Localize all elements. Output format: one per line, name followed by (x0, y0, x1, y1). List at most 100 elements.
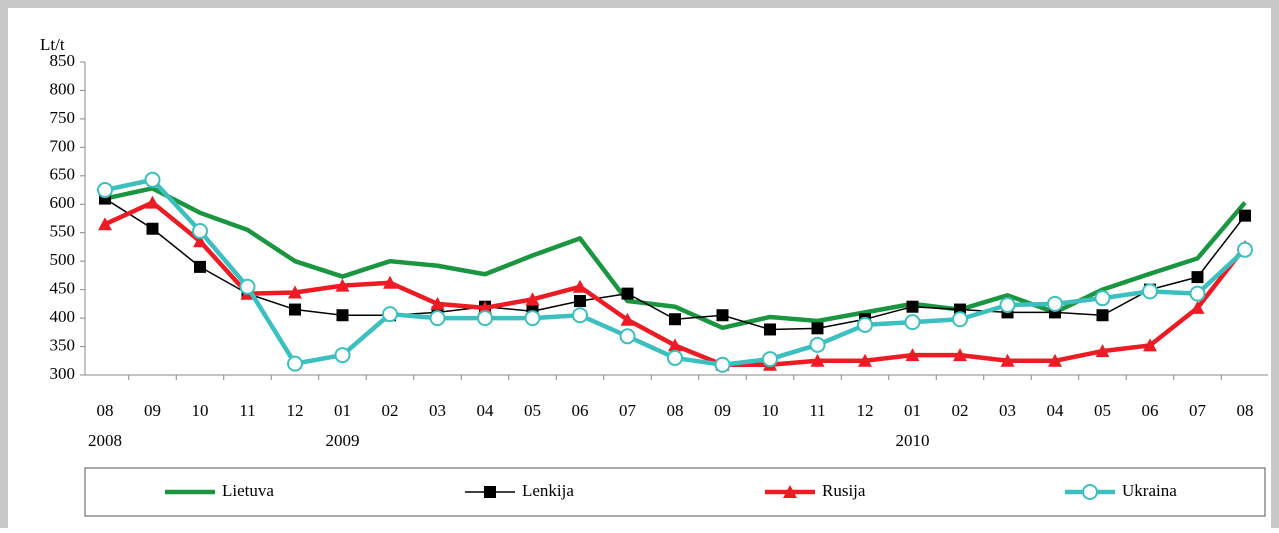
data-point (574, 295, 586, 308)
legend-marker (783, 485, 797, 498)
data-point (620, 312, 635, 326)
data-point (572, 307, 588, 324)
data-point (430, 296, 445, 310)
chart-area (8, 8, 1271, 528)
data-point (335, 278, 350, 292)
x-tick-label: 11 (809, 401, 825, 420)
data-point (1239, 209, 1251, 222)
x-tick-label: 12 (287, 401, 304, 420)
x-tick-label: 01 (334, 401, 351, 420)
data-point (1048, 353, 1062, 367)
data-point (239, 278, 256, 295)
y-tick-label: 850 (50, 51, 76, 70)
data-point (764, 323, 776, 336)
x-tick-label: 10 (762, 401, 779, 420)
x-tick-label: 06 (1142, 401, 1159, 420)
year-label: 2009 (326, 431, 360, 450)
data-point (953, 348, 967, 362)
x-tick-label: 07 (619, 401, 637, 420)
data-point (811, 322, 824, 335)
data-point (669, 313, 681, 326)
data-point (383, 275, 397, 289)
y-tick-label: 400 (50, 307, 76, 326)
data-point (904, 314, 921, 331)
data-point (146, 222, 159, 235)
data-point (668, 338, 682, 352)
data-point (999, 297, 1016, 314)
data-point (1000, 353, 1015, 367)
data-point (525, 292, 540, 306)
data-point (619, 328, 636, 345)
legend-label: Lenkija (522, 481, 574, 500)
year-label: 2010 (896, 431, 930, 450)
y-tick-label: 600 (50, 193, 76, 212)
x-tick-label: 05 (1094, 401, 1111, 420)
data-point (1190, 300, 1205, 314)
data-point (1143, 338, 1157, 352)
x-tick-label: 08 (97, 401, 114, 420)
y-tick-label: 750 (50, 108, 76, 127)
y-tick-label: 500 (50, 250, 76, 269)
x-tick-label: 04 (1047, 401, 1065, 420)
y-tick-label: 350 (50, 335, 76, 354)
data-point (382, 306, 398, 323)
data-point (858, 353, 872, 367)
x-tick-label: 11 (239, 401, 255, 420)
data-point (1142, 283, 1158, 300)
x-tick-label: 02 (952, 401, 969, 420)
y-tick-label: 650 (50, 165, 76, 184)
data-point (1096, 309, 1109, 322)
data-point (334, 347, 351, 364)
data-point (809, 336, 826, 353)
data-point (429, 310, 446, 327)
legend-label: Lietuva (222, 481, 274, 500)
legend-marker (484, 486, 496, 498)
x-tick-label: 07 (1189, 401, 1207, 420)
data-point (98, 217, 112, 231)
data-point (97, 182, 113, 199)
data-point (1095, 344, 1110, 358)
x-tick-label: 03 (999, 401, 1016, 420)
x-tick-label: 12 (857, 401, 874, 420)
data-point (477, 310, 493, 327)
data-point (288, 285, 302, 299)
data-point (194, 260, 206, 273)
data-point (573, 279, 587, 293)
data-point (810, 353, 825, 367)
data-point (1237, 241, 1253, 258)
x-tick-label: 09 (714, 401, 731, 420)
data-point (289, 303, 301, 316)
data-point (193, 234, 207, 248)
x-tick-label: 08 (667, 401, 684, 420)
data-point (714, 356, 731, 373)
x-tick-label: 09 (144, 401, 161, 420)
data-point (762, 351, 778, 368)
x-tick-label: 08 (1237, 401, 1254, 420)
data-point (336, 309, 349, 322)
data-point (524, 310, 541, 327)
data-point (1047, 295, 1063, 312)
x-tick-label: 06 (572, 401, 589, 420)
data-point (287, 355, 303, 372)
x-tick-label: 10 (192, 401, 209, 420)
legend-label: Ukraina (1122, 481, 1177, 500)
data-point (621, 287, 634, 300)
x-tick-label: 01 (904, 401, 921, 420)
data-point (952, 311, 968, 328)
x-tick-label: 03 (429, 401, 446, 420)
y-tick-label: 450 (50, 279, 76, 298)
x-tick-label: 04 (477, 401, 495, 420)
data-point (144, 171, 161, 188)
y-axis-title: Lt/t (40, 35, 65, 54)
data-point (905, 348, 920, 362)
y-tick-label: 800 (50, 79, 76, 98)
legend-box (84, 467, 1266, 517)
y-tick-label: 300 (50, 364, 76, 383)
data-point (667, 349, 683, 366)
year-label: 2008 (88, 431, 122, 450)
y-tick-label: 550 (50, 222, 76, 241)
x-tick-label: 02 (382, 401, 399, 420)
data-point (1191, 271, 1204, 284)
x-tick-label: 05 (524, 401, 541, 420)
